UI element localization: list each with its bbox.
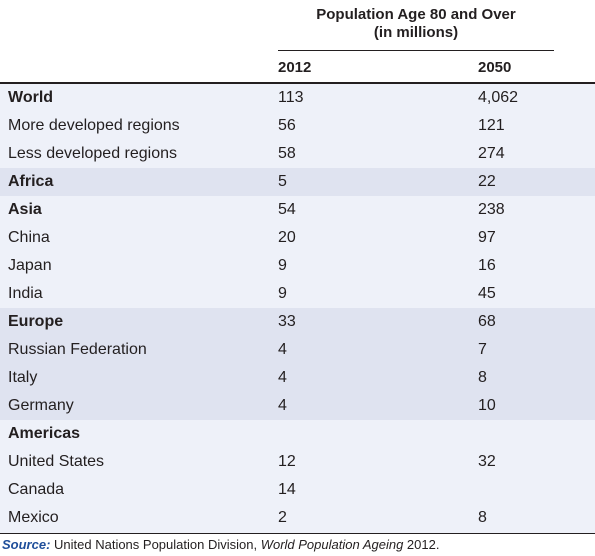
- column-header-2050: 2050: [478, 59, 512, 76]
- row-label: Africa: [8, 173, 54, 190]
- table-row: Asia 54 238: [0, 196, 595, 224]
- row-label: More developed regions: [8, 117, 180, 134]
- column-group-rule: [278, 50, 554, 51]
- cell-2012: 33: [278, 313, 296, 330]
- table-row: Russian Federation 4 7: [0, 336, 595, 364]
- table-row: More developed regions 56 121: [0, 112, 595, 140]
- table-header: Population Age 80 and Over (in millions)…: [0, 0, 595, 82]
- column-group-title-line1: Population Age 80 and Over: [316, 6, 516, 23]
- column-header-2012: 2012: [278, 59, 312, 76]
- column-group-title: Population Age 80 and Over (in millions): [278, 6, 554, 42]
- table-row: Japan 9 16: [0, 252, 595, 280]
- cell-2012: 9: [278, 257, 287, 274]
- cell-2012: 2: [278, 509, 287, 526]
- cell-2012: 58: [278, 145, 296, 162]
- table-row: Less developed regions 58 274: [0, 140, 595, 168]
- cell-2012: 54: [278, 201, 296, 218]
- cell-2012: 9: [278, 285, 287, 302]
- table-row: Canada 14: [0, 476, 595, 504]
- table-bottom-rule: [0, 533, 595, 534]
- row-label: Asia: [8, 201, 42, 218]
- row-label: World: [8, 89, 54, 106]
- table-row: China 20 97: [0, 224, 595, 252]
- row-label: Mexico: [8, 509, 59, 526]
- cell-2050: 4,062: [478, 89, 519, 106]
- table-row: Europe 33 68: [0, 308, 595, 336]
- header-divider: [0, 82, 595, 84]
- cell-2050: 8: [478, 369, 487, 386]
- table-row: United States 12 32: [0, 448, 595, 476]
- cell-2050: 32: [478, 453, 496, 470]
- table-row: Germany 4 10: [0, 392, 595, 420]
- cell-2050: 16: [478, 257, 496, 274]
- column-group-title-line2: (in millions): [373, 24, 459, 41]
- table-body: World 113 4,062 More developed regions 56 121…: [0, 84, 595, 532]
- cell-2050: 8: [478, 509, 487, 526]
- cell-2050: 97: [478, 229, 496, 246]
- table-row: World 113 4,062: [0, 84, 595, 112]
- row-label: Russian Federation: [8, 341, 147, 358]
- cell-2012: 4: [278, 397, 287, 414]
- row-label: Canada: [8, 481, 65, 498]
- cell-2050: 274: [478, 145, 505, 162]
- population-table: Population Age 80 and Over (in millions)…: [0, 0, 595, 533]
- source-text-before: United Nations Population Division,: [50, 537, 261, 552]
- cell-2050: 238: [478, 201, 505, 218]
- row-label: Germany: [8, 397, 74, 414]
- table-row: Americas: [0, 420, 595, 448]
- source-text-after: 2012.: [403, 537, 440, 552]
- source-publication-title: World Population Ageing: [260, 537, 404, 552]
- cell-2012: 56: [278, 117, 296, 134]
- cell-2012: 14: [278, 481, 296, 498]
- cell-2050: 7: [478, 341, 487, 358]
- table-row: Mexico 2 8: [0, 504, 595, 532]
- row-label: Japan: [8, 257, 52, 274]
- cell-2050: 22: [478, 173, 496, 190]
- source-note: Source: United Nations Population Divisi…: [2, 536, 439, 554]
- row-label: India: [8, 285, 43, 302]
- cell-2012: 113: [278, 89, 304, 106]
- cell-2012: 5: [278, 173, 287, 190]
- table-row: Italy 4 8: [0, 364, 595, 392]
- cell-2012: 20: [278, 229, 296, 246]
- cell-2012: 4: [278, 341, 287, 358]
- row-label: Americas: [8, 425, 81, 442]
- row-label: China: [8, 229, 50, 246]
- cell-2050: 45: [478, 285, 496, 302]
- table-row: India 9 45: [0, 280, 595, 308]
- source-label: Source:: [2, 537, 51, 552]
- table-row: Africa 5 22: [0, 168, 595, 196]
- cell-2012: 4: [278, 369, 287, 386]
- row-label: United States: [8, 453, 105, 470]
- cell-2050: 68: [478, 313, 496, 330]
- cell-2012: 12: [278, 453, 296, 470]
- row-label: Less developed regions: [8, 145, 178, 162]
- row-label: Europe: [8, 313, 64, 330]
- cell-2050: 10: [478, 397, 496, 414]
- row-label: Italy: [8, 369, 38, 386]
- cell-2050: 121: [478, 117, 505, 134]
